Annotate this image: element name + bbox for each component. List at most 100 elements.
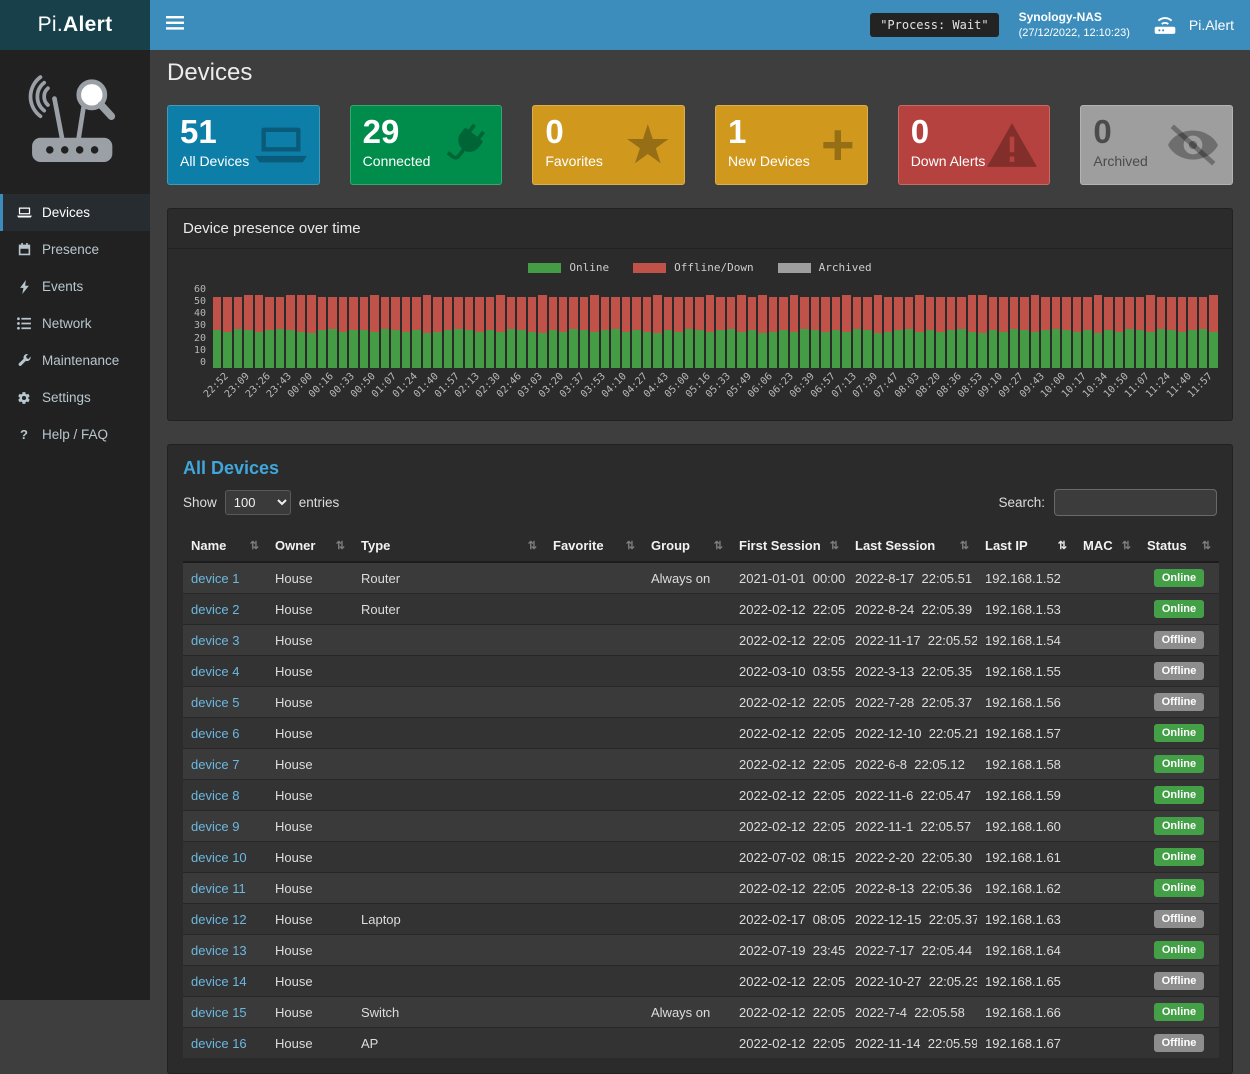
x-tick: 11:57 [1196,368,1217,416]
table-cell: 2022-02-12 22:05 [731,625,847,656]
device-link[interactable]: device 12 [191,912,247,927]
column-header-group[interactable]: Group⇅ [643,530,731,562]
chart-bar [779,284,787,368]
chart-bar [821,284,829,368]
chart-bar [874,284,882,368]
sidebar-item-devices[interactable]: Devices [0,194,150,231]
device-link[interactable]: device 14 [191,974,247,989]
device-link[interactable]: device 7 [191,757,239,772]
table-cell: 192.168.1.60 [977,811,1075,842]
sort-icon[interactable]: ⇅ [1122,539,1131,552]
chart-bar [265,284,273,368]
search-input[interactable] [1054,489,1217,516]
table-cell [643,780,731,811]
column-header-name[interactable]: Name⇅ [183,530,267,562]
sidebar-item-network[interactable]: Network [0,305,150,342]
column-header-type[interactable]: Type⇅ [353,530,545,562]
device-link[interactable]: device 8 [191,788,239,803]
question-icon: ? [16,427,32,442]
account-menu[interactable]: Pi.Alert [1150,11,1234,39]
chart-bar [454,284,462,368]
sidebar-toggle-button[interactable] [150,0,200,50]
chart-bar [863,284,871,368]
sort-icon[interactable]: ⇅ [830,539,839,552]
device-link[interactable]: device 2 [191,602,239,617]
sort-icon[interactable]: ⇅ [250,539,259,552]
chart-bar [978,284,986,368]
device-link[interactable]: device 13 [191,943,247,958]
device-link[interactable]: device 3 [191,633,239,648]
chart-bar [423,284,431,368]
table-cell [1075,594,1139,625]
device-status-cell: Offline [1139,625,1219,656]
devices-table-panel: All Devices Show 100 entries Search: Nam… [167,444,1233,1074]
column-header-last-session[interactable]: Last Session⇅ [847,530,977,562]
sidebar-item-events[interactable]: Events [0,268,150,305]
column-header-mac[interactable]: MAC⇅ [1075,530,1139,562]
device-link[interactable]: device 6 [191,726,239,741]
column-header-first-session[interactable]: First Session⇅ [731,530,847,562]
chart-bar [486,284,494,368]
table-cell: House [267,656,353,687]
device-link[interactable]: device 15 [191,1005,247,1020]
sidebar-item-presence[interactable]: Presence [0,231,150,268]
sort-icon[interactable]: ⇅ [714,539,723,552]
device-name-cell: device 12 [183,904,267,935]
sort-icon[interactable]: ⇅ [528,539,537,552]
column-header-favorite[interactable]: Favorite⇅ [545,530,643,562]
column-header-owner[interactable]: Owner⇅ [267,530,353,562]
sort-icon[interactable]: ⇅ [1058,539,1067,552]
column-header-last-ip[interactable]: Last IP⇅ [977,530,1075,562]
sidebar-item-maintenance[interactable]: Maintenance [0,342,150,379]
table-cell [643,656,731,687]
device-link[interactable]: device 4 [191,664,239,679]
device-link[interactable]: device 11 [191,881,246,896]
table-cell: 2022-02-17 08:05 [731,904,847,935]
sidebar-item-help-faq[interactable]: ?Help / FAQ [0,416,150,453]
device-link[interactable]: device 9 [191,819,239,834]
device-link[interactable]: device 5 [191,695,239,710]
status-badge: Online [1154,1003,1204,1021]
app-logo[interactable]: Pi.Alert [0,0,150,50]
sidebar-item-settings[interactable]: Settings [0,379,150,416]
table-cell: House [267,780,353,811]
chart-bar [286,284,294,368]
device-name-cell: device 8 [183,780,267,811]
device-link[interactable]: device 16 [191,1036,247,1051]
entries-select[interactable]: 100 [225,490,291,515]
table-cell: 2022-07-19 23:45 [731,935,847,966]
table-cell: House [267,594,353,625]
device-status-cell: Online [1139,562,1219,594]
device-link[interactable]: device 10 [191,850,247,865]
sort-icon[interactable]: ⇅ [626,539,635,552]
column-header-status[interactable]: Status⇅ [1139,530,1219,562]
sort-icon[interactable]: ⇅ [960,539,969,552]
table-cell: House [267,749,353,780]
sort-icon[interactable]: ⇅ [1202,539,1211,552]
table-cell: 192.168.1.54 [977,625,1075,656]
device-link[interactable]: device 1 [191,571,239,586]
sort-icon[interactable]: ⇅ [336,539,345,552]
